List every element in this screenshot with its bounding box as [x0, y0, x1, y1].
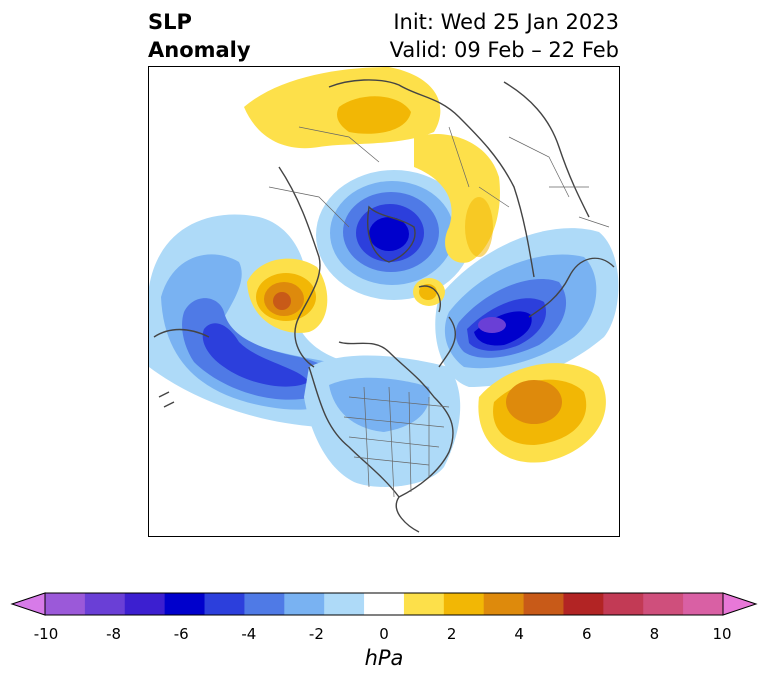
- forecast-dates: Init: Wed 25 Jan 2023 Valid: 09 Feb – 22…: [390, 8, 619, 64]
- colorbar-cell: [403, 593, 445, 615]
- colorbar-tick-label: 6: [582, 625, 592, 643]
- colorbar-tick-label: -4: [241, 625, 257, 643]
- anomaly-map-svg: [149, 67, 619, 533]
- colorbar-cell: [643, 593, 684, 615]
- colorbar-tick-label: 8: [649, 625, 660, 643]
- colorbar-cell: [443, 593, 485, 615]
- colorbar-max-arrow: [722, 592, 758, 616]
- positive-anomaly-ural: [414, 133, 500, 263]
- negative-anomaly-north-atlantic: [435, 228, 619, 387]
- negative-anomaly-north-america: [304, 355, 461, 487]
- colorbar-tick-label: -8: [106, 625, 122, 643]
- colorbar-unit: hPa: [364, 646, 404, 670]
- colorbar-cell: [124, 593, 166, 615]
- colorbar-cell: [563, 593, 604, 615]
- colorbar-cell: [483, 593, 525, 615]
- positive-anomaly-russia: [244, 67, 441, 149]
- colorbar-tick-label: 2: [446, 625, 457, 643]
- colorbar-tick-label: 0: [379, 625, 389, 643]
- map-title: SLP Anomaly: [148, 8, 251, 64]
- init-date: Init: Wed 25 Jan 2023: [393, 10, 619, 34]
- colorbar-cell: [244, 593, 285, 615]
- positive-anomaly-eastern-siberia: [247, 258, 328, 333]
- title-line-1: SLP: [148, 10, 192, 34]
- country-borders: [268, 126, 610, 498]
- positive-anomaly-central-atlantic: [478, 363, 606, 463]
- colorbar-tick-label: -6: [173, 625, 189, 643]
- anomaly-map: [148, 66, 620, 537]
- colorbar-cell: [84, 593, 126, 615]
- colorbar-cell: [204, 593, 245, 615]
- colorbar-tick-label: -2: [308, 625, 324, 643]
- coastlines: [153, 79, 615, 533]
- colorbar-cell: [683, 593, 724, 615]
- colorbar-cell: [364, 593, 405, 615]
- colorbar-cell: [523, 593, 564, 615]
- valid-range: Valid: 09 Feb – 22 Feb: [389, 38, 619, 62]
- colorbar-cell: [324, 593, 365, 615]
- negative-anomaly-arctic: [316, 170, 472, 300]
- colorbar-cells: [45, 593, 724, 615]
- colorbar: [10, 592, 758, 616]
- colorbar-cell: [603, 593, 644, 615]
- colorbar-tick-label: 4: [514, 625, 524, 643]
- colorbar-cell: [164, 593, 206, 615]
- colorbar-cell: [45, 593, 86, 615]
- colorbar-min-arrow: [10, 592, 46, 616]
- title-line-2: Anomaly: [148, 38, 251, 62]
- colorbar-outline: [44, 592, 724, 616]
- colorbar-cell: [284, 593, 325, 615]
- colorbar-tick-label: -10: [33, 625, 59, 643]
- colorbar-tick-label: 10: [712, 625, 732, 643]
